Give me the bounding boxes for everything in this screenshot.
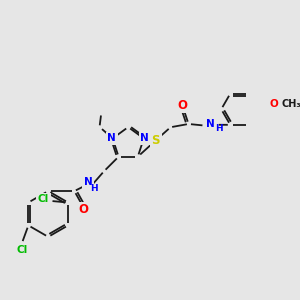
Text: N: N (206, 119, 215, 129)
Text: CH₃: CH₃ (282, 99, 300, 109)
Text: H: H (215, 124, 223, 133)
Text: H: H (90, 184, 98, 193)
Text: O: O (78, 203, 88, 216)
Text: O: O (177, 99, 187, 112)
Text: N: N (140, 134, 149, 143)
Text: O: O (269, 99, 278, 109)
Text: N: N (107, 134, 116, 143)
Text: N: N (84, 177, 93, 187)
Text: Cl: Cl (16, 245, 28, 255)
Text: Cl: Cl (38, 194, 49, 204)
Text: S: S (152, 134, 160, 147)
